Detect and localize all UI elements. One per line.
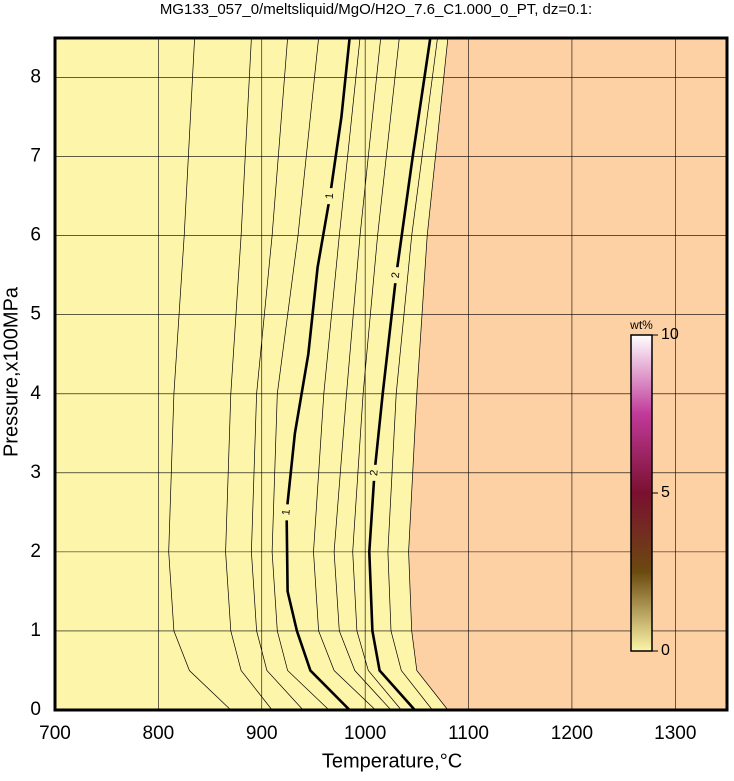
- contour-line: [352, 37, 402, 711]
- x-tick-label: 1200: [551, 723, 593, 744]
- contour-label: 1: [324, 193, 336, 200]
- colorbar-tick-label: 5: [661, 484, 670, 501]
- contour-label: 1: [280, 509, 292, 516]
- x-tick-label: 900: [246, 723, 278, 744]
- colorbar-tick-label: 10: [661, 326, 679, 343]
- colorbar-label: wt%: [629, 318, 653, 332]
- contour-line: [333, 37, 392, 711]
- x-tick-label: 1000: [344, 723, 386, 744]
- contour-line: [408, 37, 449, 711]
- y-tick-label: 6: [30, 225, 41, 246]
- y-tick-label: 4: [30, 383, 41, 404]
- contour-line: [387, 37, 438, 711]
- plot-frame: [53, 36, 729, 712]
- y-tick-label: 7: [30, 146, 41, 167]
- high-region: [408, 38, 727, 710]
- chart-title: MG133_057_0/meltsliquid/MgO/H2O_7.6_C1.0…: [160, 1, 592, 18]
- contour-line: [285, 37, 351, 711]
- y-tick-label: 1: [30, 620, 41, 641]
- contour-label: 2: [368, 469, 380, 476]
- y-tick-label: 0: [30, 699, 41, 720]
- contour-label: 2: [390, 272, 402, 279]
- y-axis-label: Pressure,x100MPa: [0, 286, 22, 457]
- y-tick-label: 2: [30, 541, 41, 562]
- x-tick-label: 1300: [654, 723, 696, 744]
- x-tick-label: 1100: [448, 723, 489, 744]
- colorbar: [630, 334, 653, 652]
- x-axis-label: Temperature,°C: [322, 750, 462, 772]
- contour-line: [271, 37, 330, 711]
- contour-line: [225, 37, 273, 711]
- x-tick-label: 800: [143, 723, 175, 744]
- x-tick-label: 700: [39, 723, 71, 744]
- contour-line: [313, 37, 376, 711]
- y-tick-label: 3: [30, 462, 41, 483]
- contour-line: [168, 37, 232, 711]
- y-tick-label: 5: [30, 304, 41, 325]
- y-tick-label: 8: [30, 67, 41, 88]
- colorbar-tick-label: 0: [661, 642, 670, 659]
- contour-line: [251, 37, 304, 711]
